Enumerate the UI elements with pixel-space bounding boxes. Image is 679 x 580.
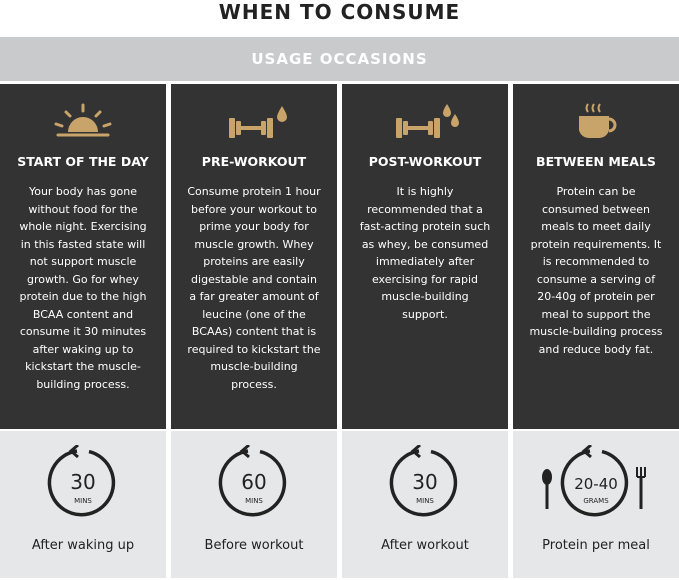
column-bottom: 30 MINS After workout [342, 431, 508, 578]
heading: POST-WORKOUT [368, 154, 482, 169]
amount: 20-40 [574, 475, 618, 493]
timer-ring [389, 449, 458, 517]
heading: BETWEEN MEALS [536, 154, 656, 169]
caption: After waking up [31, 538, 135, 553]
caption: After workout [381, 538, 469, 553]
column: START OF THE DAY Your body has gone witho… [0, 84, 166, 578]
body-text: Consume protein 1 hour before your worko… [187, 185, 321, 391]
timer-ring [560, 449, 629, 517]
column-top: START OF THE DAY Your body has gone witho… [0, 84, 166, 429]
heading: PRE-WORKOUT [201, 154, 307, 169]
body-text: Your body has gone without food for the … [19, 185, 147, 391]
cutlery-part [542, 469, 552, 485]
timer-ring [218, 449, 287, 517]
cutlery-part [636, 467, 646, 478]
unit: MINS [416, 497, 434, 505]
amount: 30 [70, 470, 95, 494]
icon [396, 104, 459, 138]
timer-ring [47, 449, 116, 517]
column-bottom: 20-40 GRAMS Protein per meal [513, 431, 679, 578]
timer: 60 MINS [218, 445, 287, 517]
timer: 30 MINS [47, 445, 116, 517]
amount: 60 [241, 470, 266, 494]
unit: MINS [74, 497, 92, 505]
caption: Before workout [204, 538, 304, 553]
cutlery-part [639, 477, 643, 509]
title: WHEN TO CONSUME [218, 0, 461, 24]
timer-arrow [239, 445, 250, 459]
column-bottom: 60 MINS Before workout [171, 431, 337, 578]
timer: 30 MINS [389, 445, 458, 517]
caption: Protein per meal [542, 538, 650, 553]
timer-arrow [68, 445, 79, 459]
timer: 20-40 GRAMS [560, 445, 629, 517]
column: PRE-WORKOUT Consume protein 1 hour before… [171, 84, 337, 578]
heading: START OF THE DAY [17, 154, 149, 169]
column-top: PRE-WORKOUT Consume protein 1 hour before… [171, 84, 337, 429]
body-text: It is highly recommended that a fast-act… [359, 185, 491, 321]
column-top: BETWEEN MEALS Protein can be consumed bet… [513, 84, 679, 429]
amount: 30 [412, 470, 437, 494]
icon [579, 103, 617, 139]
timer-arrow [410, 445, 421, 459]
icon [229, 106, 287, 138]
column-bottom: 30 MINS After waking up [0, 431, 166, 578]
icon [54, 103, 112, 137]
unit: GRAMS [583, 497, 609, 505]
timer-arrow [581, 445, 592, 459]
column: POST-WORKOUT It is highly recommended tha… [342, 84, 508, 578]
column-top: POST-WORKOUT It is highly recommended tha… [342, 84, 508, 429]
banner: USAGE OCCASIONS [0, 37, 679, 81]
unit: MINS [245, 497, 263, 505]
body-text: Protein can be consumed between meals to… [529, 185, 663, 356]
cutlery-part [545, 481, 549, 509]
column: BETWEEN MEALS Protein can be consumed bet… [513, 84, 679, 578]
